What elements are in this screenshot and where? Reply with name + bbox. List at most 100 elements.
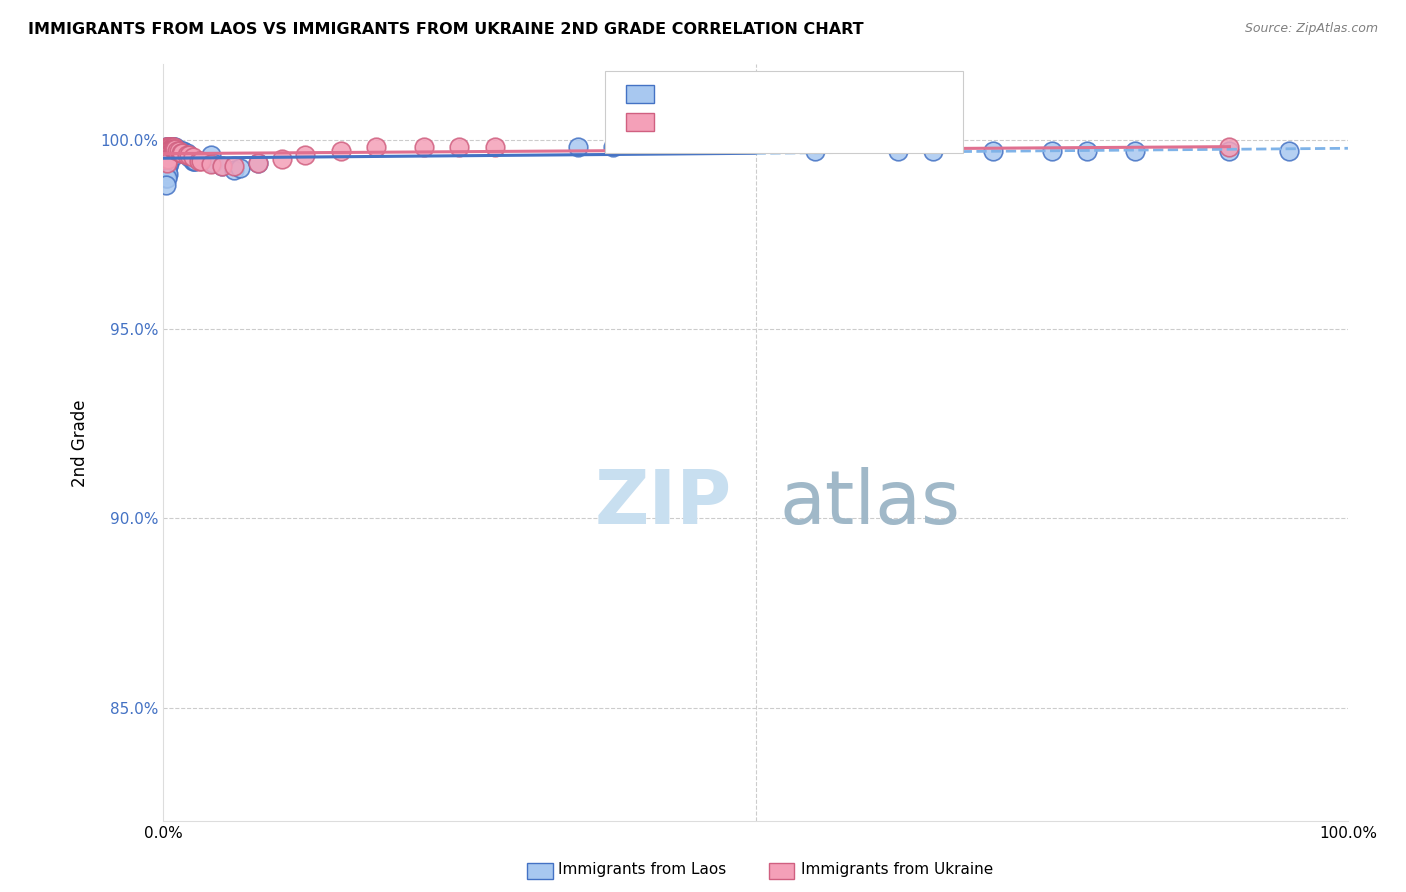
Point [211,159,233,173]
Point [156,150,179,164]
Point [159,140,181,154]
Point [602,140,624,154]
Text: atlas: atlas [779,467,960,540]
Point [172,146,194,161]
Point [159,152,181,166]
Point [246,155,269,169]
Text: Immigrants from Ukraine: Immigrants from Ukraine [801,863,994,877]
Point [160,144,183,158]
Point [162,142,184,156]
Point [187,153,209,168]
Point [183,153,205,168]
Point [184,153,207,168]
Point [162,140,184,154]
Point [156,152,179,166]
Point [165,142,187,156]
Point [170,146,193,161]
Point [157,148,180,162]
Point [155,140,177,154]
Point [211,159,233,173]
Point [190,153,212,168]
Point [172,144,194,158]
Point [366,140,388,154]
Point [156,144,179,158]
Point [163,140,186,154]
Point [160,140,183,154]
Point [922,144,945,158]
Point [159,140,181,154]
Point [156,170,179,185]
Point [157,155,180,169]
Point [156,155,179,169]
Point [165,140,187,154]
Y-axis label: 2nd Grade: 2nd Grade [72,399,89,486]
Point [163,146,186,161]
Point [156,152,179,166]
Point [200,157,222,171]
Point [157,140,180,154]
Point [156,144,179,158]
Point [412,140,434,154]
Point [163,140,186,154]
Point [155,140,177,154]
Point [246,155,269,169]
Point [1123,144,1146,158]
Point [155,167,177,181]
Point [155,163,177,178]
Point [156,167,179,181]
Point [162,144,184,158]
Point [156,163,179,178]
Point [156,167,179,181]
Point [156,144,179,158]
Point [1278,144,1301,158]
Point [165,148,187,162]
Point [157,140,180,154]
Point [157,144,180,158]
Point [156,148,179,162]
Point [449,140,471,154]
Point [156,159,179,173]
Point [156,140,179,154]
Point [159,144,181,158]
Point [156,140,179,154]
Point [157,144,180,158]
Point [159,144,181,158]
Point [156,152,179,166]
Point [160,140,183,154]
Point [981,144,1004,158]
Point [155,152,177,166]
Point [1076,144,1098,158]
Point [201,155,224,169]
Point [179,150,201,164]
Text: Immigrants from Laos: Immigrants from Laos [558,863,727,877]
Point [160,144,183,158]
Point [166,144,188,158]
Point [567,140,589,154]
Point [156,148,179,162]
Point [176,146,198,161]
Point [160,148,183,162]
Text: IMMIGRANTS FROM LAOS VS IMMIGRANTS FROM UKRAINE 2ND GRADE CORRELATION CHART: IMMIGRANTS FROM LAOS VS IMMIGRANTS FROM … [28,22,863,37]
Point [163,142,186,156]
Point [159,142,181,156]
Point [1218,140,1240,154]
Point [200,148,222,162]
Point [804,144,827,158]
Point [162,140,184,154]
Point [157,150,180,164]
Point [156,155,179,169]
Text: R = 0.022    N = 73: R = 0.022 N = 73 [662,85,825,103]
Point [172,144,194,158]
Point [155,159,177,173]
Point [179,148,201,162]
Text: R = 0.348    N = 44: R = 0.348 N = 44 [662,113,824,131]
Point [887,144,910,158]
Point [155,144,177,158]
Point [156,148,179,162]
Point [484,140,506,154]
Point [270,152,292,166]
Point [229,161,252,176]
Point [156,144,179,158]
Point [224,159,246,173]
Point [294,148,316,162]
